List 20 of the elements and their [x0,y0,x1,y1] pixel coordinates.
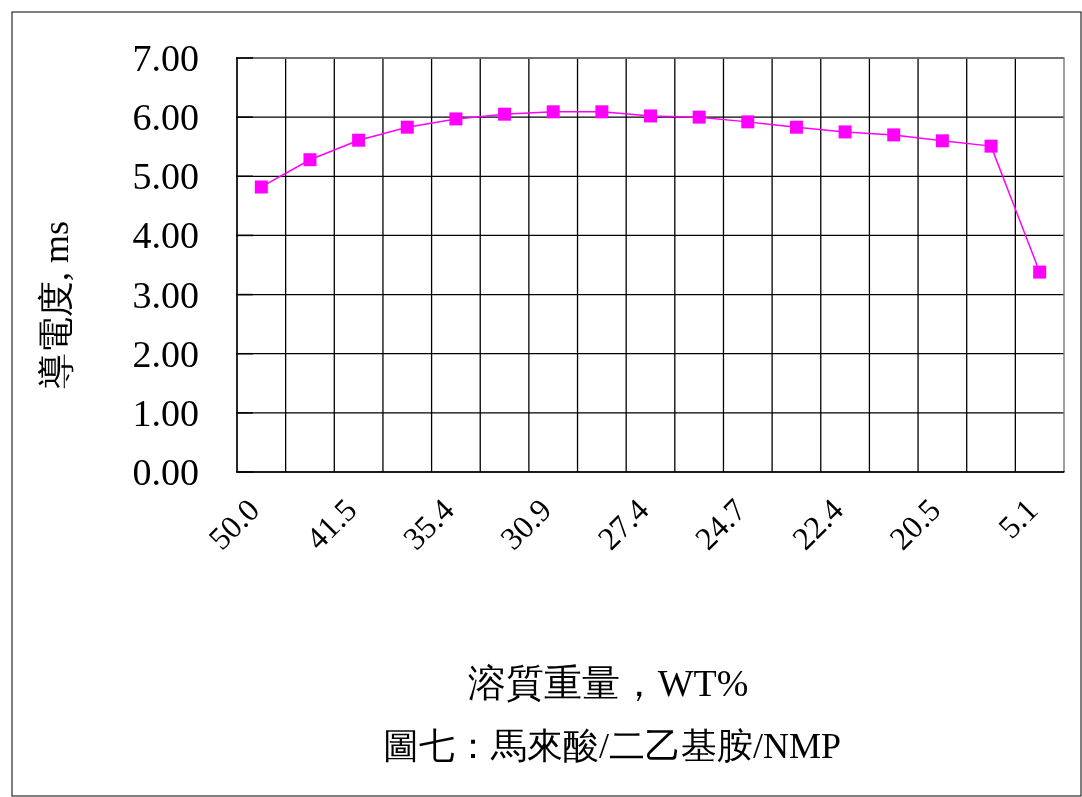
ytick: 0.00 [132,451,199,493]
ytick: 7.00 [132,37,199,79]
xlabel: 溶質重量，WT% [467,662,749,704]
title: 圖七：馬來酸/二乙基胺/NMP [383,726,841,766]
xtick: 24.7 [687,491,753,557]
ylabel: 導電度, ms [36,221,76,389]
xtick: 35.4 [395,491,461,557]
ytick: 5.00 [132,155,199,198]
ytick: 2.00 [132,332,199,375]
ytick: 6.00 [132,96,199,139]
xtick: 27.4 [590,491,656,557]
xtick: 50.0 [201,491,267,557]
xtick: 5.1 [990,491,1045,546]
xtick: 30.9 [493,491,559,557]
ytick: 3.00 [132,273,199,316]
ytick: 4.00 [132,214,199,257]
xtick: 20.5 [882,491,948,557]
xtick: 22.4 [785,491,851,557]
ytick: 1.00 [132,391,199,434]
xtick: 41.5 [298,491,364,557]
